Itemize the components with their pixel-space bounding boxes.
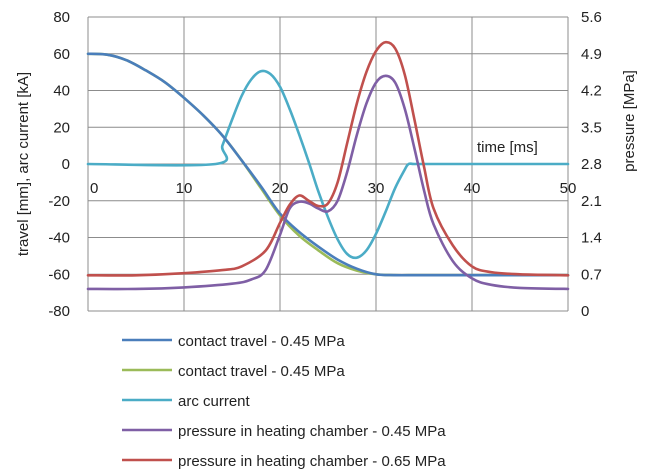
y-tick-label: 40 bbox=[53, 83, 70, 100]
x-tick-label: 0 bbox=[90, 180, 98, 197]
x-tick-label: 50 bbox=[560, 180, 577, 197]
y2-tick-label: 0 bbox=[581, 303, 589, 320]
y-tick-label: 0 bbox=[62, 156, 70, 173]
legend-label: contact travel - 0.45 MPa bbox=[178, 363, 345, 380]
series-line-5 bbox=[86, 40, 570, 277]
y-tick-label: 60 bbox=[53, 46, 70, 63]
legend-label: pressure in heating chamber - 0.65 MPa bbox=[178, 453, 446, 470]
legend-label: pressure in heating chamber - 0.45 MPa bbox=[178, 423, 446, 440]
y-tick-label: -40 bbox=[48, 230, 70, 247]
y2-tick-label: 2.1 bbox=[581, 193, 602, 210]
y2-tick-label: 4.9 bbox=[581, 46, 602, 63]
x-tick-label: 10 bbox=[176, 180, 193, 197]
x-tick-label: 40 bbox=[464, 180, 481, 197]
series-line-4 bbox=[86, 74, 570, 291]
y2-tick-label: 5.6 bbox=[581, 9, 602, 26]
y-tick-label: -60 bbox=[48, 266, 70, 283]
legend: contact travel - 0.45 MPa contact travel … bbox=[122, 333, 446, 470]
y2-tick-label: 3.5 bbox=[581, 119, 602, 136]
series-lines bbox=[86, 40, 570, 291]
y-axis-title: travel [mm], arc current [kA] bbox=[15, 72, 32, 256]
y-tick-label: 80 bbox=[53, 9, 70, 26]
y-axis-ticks: -80 -60 -40 -20 0 20 40 60 80 bbox=[48, 9, 70, 320]
y-tick-label: 20 bbox=[53, 119, 70, 136]
x-axis-title: time [ms] bbox=[477, 139, 538, 156]
x-tick-label: 30 bbox=[368, 180, 385, 197]
y2-tick-label: 2.8 bbox=[581, 156, 602, 173]
y2-axis-title: pressure [MPa] bbox=[621, 70, 638, 172]
legend-label: arc current bbox=[178, 393, 251, 410]
y2-axis-ticks: 0 0.7 1.4 2.1 2.8 3.5 4.2 4.9 5.6 bbox=[581, 9, 602, 320]
y2-tick-label: 1.4 bbox=[581, 230, 602, 247]
x-tick-label: 20 bbox=[272, 180, 289, 197]
y2-tick-label: 4.2 bbox=[581, 83, 602, 100]
y-tick-label: -20 bbox=[48, 193, 70, 210]
x-axis-ticks: 0 10 20 30 40 50 bbox=[90, 180, 576, 197]
y-tick-label: -80 bbox=[48, 303, 70, 320]
series-line-1 bbox=[86, 52, 570, 277]
legend-label: contact travel - 0.45 MPa bbox=[178, 333, 345, 350]
y2-tick-label: 0.7 bbox=[581, 266, 602, 283]
